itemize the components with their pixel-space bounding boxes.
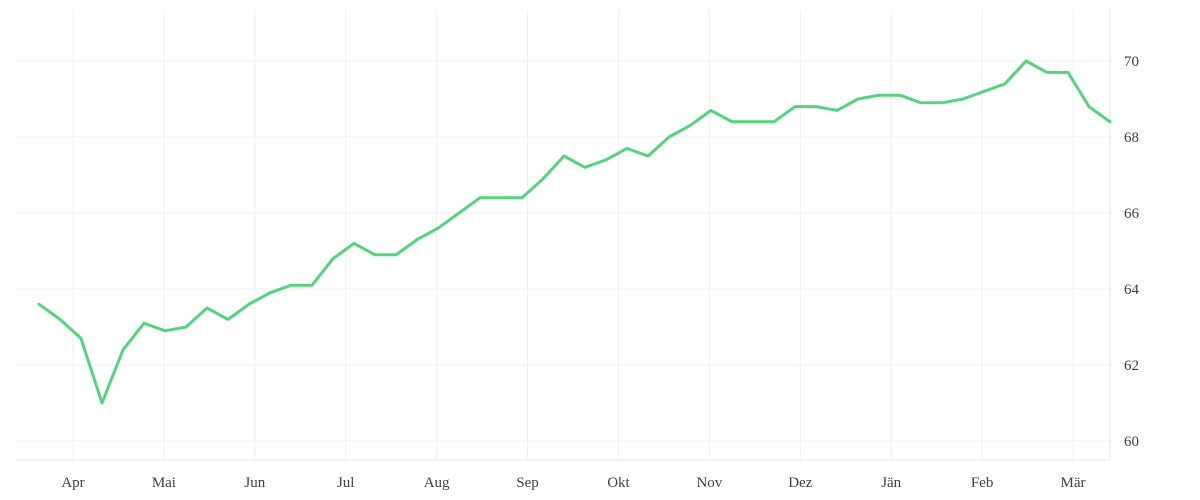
x-tick-label-Sep: Sep: [516, 475, 539, 491]
price-line-series[interactable]: [37, 59, 1112, 405]
y-tick-label-62: 62: [1124, 358, 1139, 374]
x-tick-label-Aug: Aug: [424, 475, 450, 491]
x-tick-label-Jän: Jän: [881, 475, 901, 491]
y-tick-label-68: 68: [1124, 130, 1139, 146]
x-tick-label-Dez: Dez: [788, 475, 812, 491]
axis-lines: [15, 10, 1111, 461]
y-axis-tick-labels: 60 62 64 66 68 70: [1124, 54, 1140, 450]
x-tick-label-Jun: Jun: [244, 475, 265, 491]
x-tick-label-Mär: Mär: [1061, 475, 1086, 491]
series-line-price[interactable]: [37, 59, 1112, 405]
y-tick-label-66: 66: [1124, 206, 1140, 222]
x-tick-label-Feb: Feb: [971, 475, 994, 491]
x-tick-label-Jul: Jul: [337, 475, 355, 491]
x-axis-tick-labels: Apr Mai Jun Jul Aug Sep Okt Nov Dez Jän Feb Mär: [61, 475, 1085, 491]
x-tick-label-Nov: Nov: [696, 475, 722, 491]
horizontal-gridlines: [15, 60, 1110, 442]
vertical-gridlines: [72, 10, 1074, 460]
y-tick-label-64: 64: [1124, 282, 1140, 298]
y-tick-label-60: 60: [1124, 434, 1139, 450]
x-tick-label-Okt: Okt: [607, 475, 630, 491]
y-tick-label-70: 70: [1124, 54, 1139, 70]
x-tick-label-Apr: Apr: [61, 475, 84, 491]
x-tick-label-Mai: Mai: [152, 475, 176, 491]
